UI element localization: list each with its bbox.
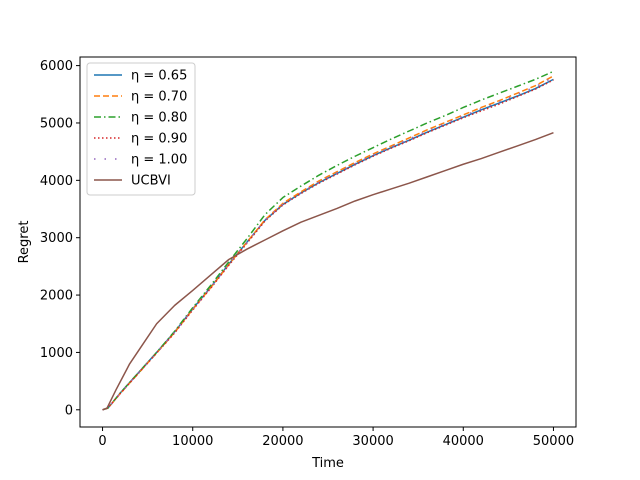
y-tick-label-0: 0 <box>65 403 73 418</box>
legend-label-3: η = 0.90 <box>131 132 187 147</box>
series-line-1 <box>102 75 554 411</box>
x-axis-label: Time <box>311 456 344 471</box>
legend-label-1: η = 0.70 <box>131 90 187 105</box>
x-axis-ticks: 0 10000 20000 30000 40000 50000 <box>98 427 574 449</box>
y-tick-label-3: 3000 <box>40 231 73 246</box>
series-line-3 <box>102 79 554 411</box>
y-axis-ticks: 0 1000 2000 3000 4000 5000 6000 <box>40 59 80 418</box>
y-tick-label-5: 5000 <box>40 116 73 131</box>
plot-frame <box>79 56 577 428</box>
legend-label-0: η = 0.65 <box>131 69 187 84</box>
y-tick-label-2: 2000 <box>40 289 73 304</box>
y-tick-label-1: 1000 <box>40 346 73 361</box>
y-tick-label-6: 6000 <box>40 59 73 74</box>
series-layer <box>102 70 554 411</box>
series-line-5 <box>102 132 554 411</box>
x-tick-label-4: 40000 <box>443 434 484 449</box>
x-tick-label-5: 50000 <box>533 434 574 449</box>
legend: η = 0.65 η = 0.70 η = 0.80 η = 0.90 η = 1.00… <box>86 62 196 196</box>
y-tick-label-4: 4000 <box>40 174 73 189</box>
y-axis-label: Regret <box>17 221 32 264</box>
x-tick-label-3: 30000 <box>352 434 393 449</box>
x-tick-label-0: 0 <box>98 434 106 449</box>
x-tick-label-2: 20000 <box>262 434 303 449</box>
legend-label-2: η = 0.80 <box>131 111 187 126</box>
x-tick-label-1: 10000 <box>172 434 213 449</box>
legend-label-5: UCBVI <box>131 174 171 189</box>
legend-label-4: η = 1.00 <box>131 153 187 168</box>
